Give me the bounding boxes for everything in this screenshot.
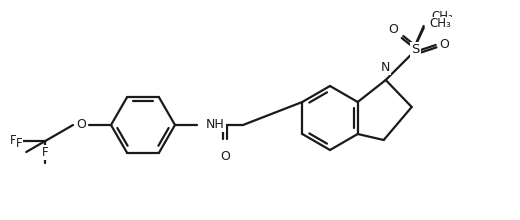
Text: CH₃: CH₃ xyxy=(430,18,451,31)
Text: F: F xyxy=(10,134,16,147)
Text: O: O xyxy=(76,119,86,132)
Text: O: O xyxy=(440,38,450,51)
Text: O: O xyxy=(220,150,230,163)
Text: NH: NH xyxy=(206,119,225,132)
Text: F: F xyxy=(16,137,22,150)
Text: S: S xyxy=(411,44,420,57)
Text: CH₃: CH₃ xyxy=(432,10,453,23)
Text: F: F xyxy=(42,146,48,159)
Text: O: O xyxy=(388,23,398,36)
Text: N: N xyxy=(381,61,391,74)
